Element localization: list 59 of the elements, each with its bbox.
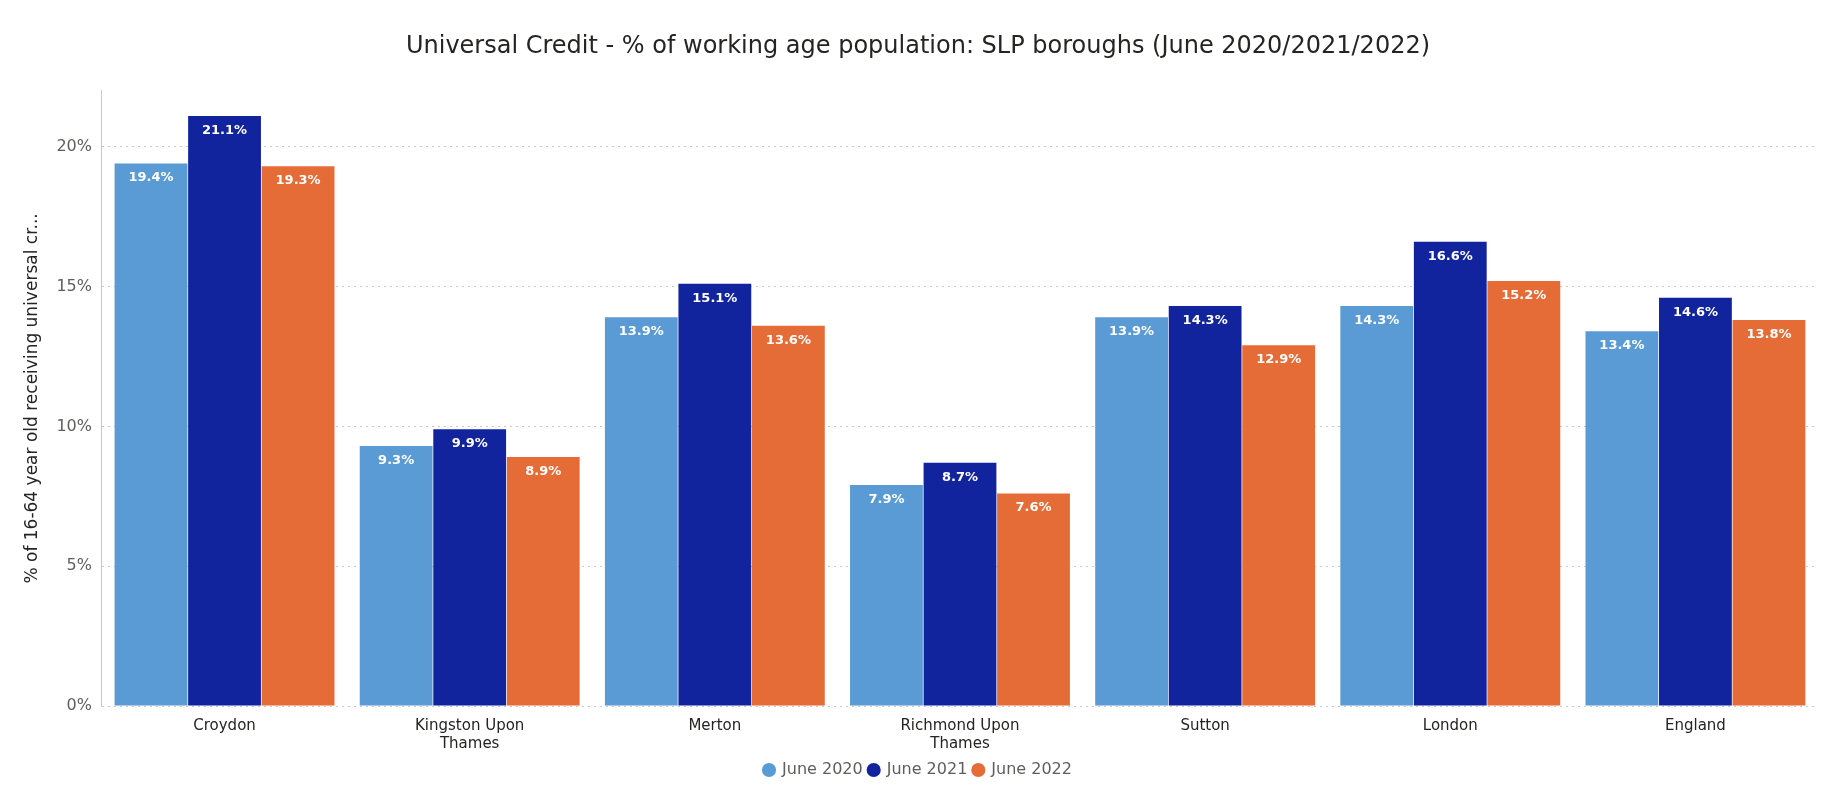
chart-title: Universal Credit - % of working age population: SLP boroughs (June 2020/2021/2022)	[405, 30, 1431, 59]
data-label: 7.6%	[1015, 499, 1052, 515]
y-axis-title: % of 16-64 year old receiving universal cr...	[20, 213, 41, 584]
bar	[1585, 331, 1659, 706]
bar	[604, 317, 678, 706]
bar	[188, 115, 261, 706]
bar	[114, 163, 188, 706]
bar	[923, 462, 997, 706]
bar	[1413, 241, 1487, 706]
data-label: 14.3%	[1182, 311, 1228, 327]
x-tick-label: Richmond Upon Thames	[900, 715, 1020, 752]
data-label: 9.9%	[451, 435, 488, 451]
data-label: 13.9%	[1109, 323, 1155, 339]
bar	[506, 457, 580, 706]
legend-label: June 2022	[990, 759, 1072, 779]
x-tick-label: Kingston Upon Thames	[415, 715, 525, 752]
bar	[1659, 297, 1732, 706]
x-tick-label: Sutton	[1180, 715, 1230, 734]
data-label: 13.6%	[765, 331, 811, 347]
data-label: 8.9%	[525, 463, 562, 478]
legend-label: June 2021	[885, 759, 968, 779]
legend-label: June 2020	[781, 759, 863, 779]
data-label: 13.4%	[1599, 337, 1645, 353]
bar	[433, 429, 507, 706]
data-label: 12.9%	[1256, 351, 1302, 367]
data-label: 19.3%	[275, 172, 321, 188]
data-label: 8.7%	[941, 468, 979, 484]
data-label: 15.1%	[692, 289, 738, 305]
bar	[1095, 317, 1168, 706]
bar	[1168, 306, 1242, 706]
y-tick-label: 10%	[56, 415, 92, 435]
data-label: 7.9%	[868, 490, 905, 506]
data-label: 13.9%	[618, 323, 664, 339]
bar	[678, 283, 752, 706]
data-label: 16.6%	[1427, 247, 1473, 263]
y-tick-label: 5%	[66, 555, 92, 575]
data-label: 14.3%	[1354, 311, 1400, 327]
data-label: 15.2%	[1501, 286, 1547, 302]
y-tick-label: 20%	[56, 135, 92, 155]
bar	[850, 485, 923, 706]
bar	[997, 493, 1070, 706]
bar	[1242, 345, 1316, 706]
bar	[1732, 320, 1806, 706]
x-tick-label: England	[1664, 715, 1726, 734]
data-label: 9.3%	[378, 451, 415, 467]
bar	[751, 325, 825, 706]
bar	[261, 166, 335, 706]
x-tick-label: Merton	[688, 715, 742, 734]
y-tick-label: 0%	[66, 695, 92, 715]
bar	[359, 445, 433, 706]
bar	[1487, 280, 1561, 706]
bar	[1340, 306, 1414, 706]
x-tick-label: London	[1422, 715, 1478, 734]
y-tick-label: 15%	[56, 275, 92, 295]
data-label: 19.4%	[128, 169, 174, 185]
data-label: 14.6%	[1672, 303, 1718, 319]
data-label: 13.8%	[1746, 325, 1792, 341]
data-label: 21.1%	[201, 121, 248, 137]
x-tick-label: Croydon	[193, 715, 256, 734]
